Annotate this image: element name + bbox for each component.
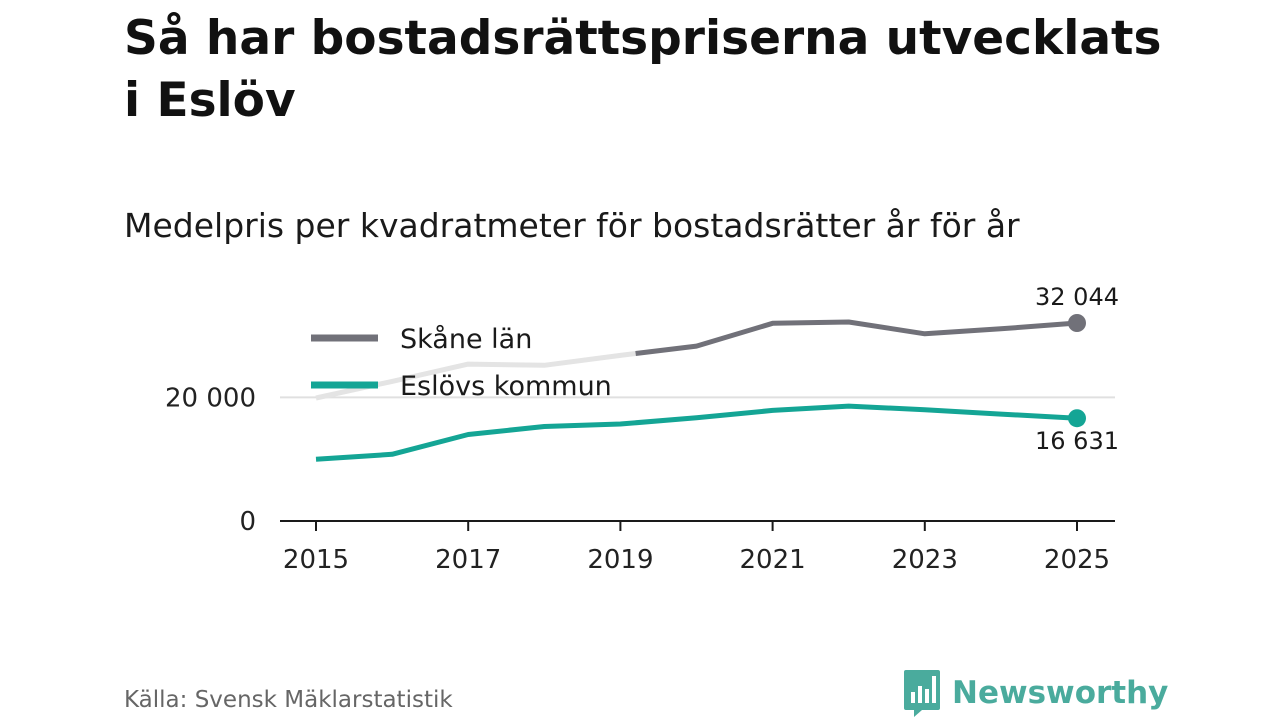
end-label-eslov: 16 631 [1035, 427, 1119, 455]
series-line-skane-faded [315, 351, 636, 401]
brand-name: Newsworthy [952, 675, 1169, 711]
label-layer: 0 20 000 2015 2017 2019 2021 2023 2025 32 044 16 … [165, 283, 1119, 575]
source-note: Källa: Svensk Mäklarstatistik [124, 687, 453, 713]
series-line-eslov [315, 403, 1078, 462]
chart-subtitle: Medelpris per kvadratmeter för bostadsrä… [124, 206, 1020, 245]
line-layer [315, 314, 1086, 462]
x-tick-label-2019: 2019 [587, 545, 653, 575]
legend: Skåne län Eslövs kommun [311, 324, 612, 402]
brand-logo: Newsworthy [902, 668, 1168, 718]
newsworthy-logo-icon [904, 670, 940, 717]
legend-label-eslov: Eslövs kommun [400, 371, 612, 402]
end-label-skane: 32 044 [1035, 283, 1119, 311]
x-tick-label-2023: 2023 [892, 545, 958, 575]
x-tick-label-2017: 2017 [435, 545, 501, 575]
y-tick-label-0: 0 [239, 507, 256, 537]
legend-label-skane: Skåne län [400, 324, 532, 355]
x-tick-label-2025: 2025 [1044, 545, 1110, 575]
end-point-skane [1068, 314, 1086, 332]
series-line-skane [635, 319, 1078, 356]
x-tick-label-2021: 2021 [740, 545, 806, 575]
x-tick-label-2015: 2015 [283, 545, 349, 575]
axis-layer [280, 520, 1115, 531]
chart-title: Så har bostadsrättspriserna utvecklats i… [124, 11, 1162, 128]
end-point-eslov [1068, 409, 1086, 428]
y-tick-label-20000: 20 000 [165, 383, 256, 413]
